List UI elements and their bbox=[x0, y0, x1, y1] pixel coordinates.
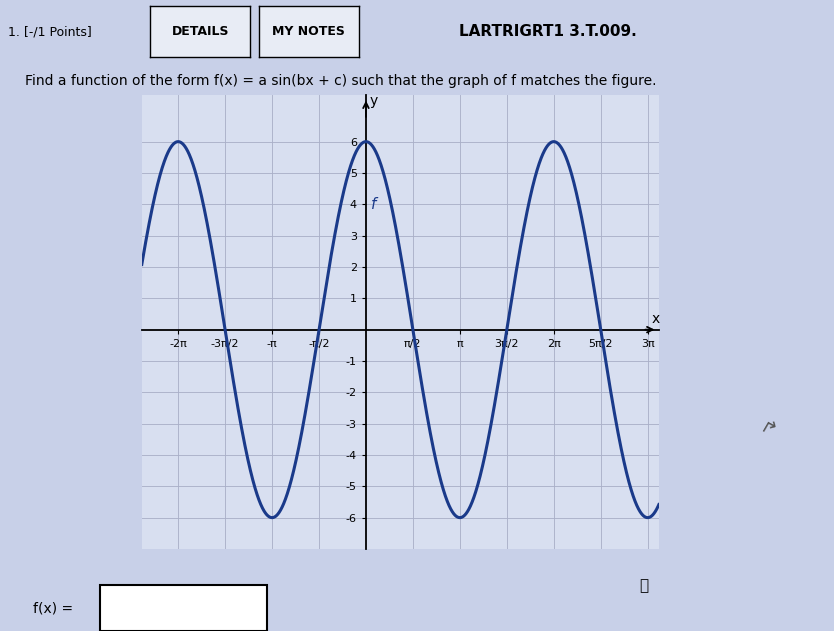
Text: x: x bbox=[651, 312, 660, 326]
Text: ⓘ: ⓘ bbox=[639, 578, 648, 593]
FancyBboxPatch shape bbox=[100, 585, 267, 631]
Text: f: f bbox=[371, 197, 377, 212]
Text: f(x) =: f(x) = bbox=[33, 601, 73, 615]
Text: 1. [-/1 Points]: 1. [-/1 Points] bbox=[8, 25, 92, 38]
Text: DETAILS: DETAILS bbox=[172, 25, 229, 38]
Text: Find a function of the form f(x) = a sin(bx + c) such that the graph of f matche: Find a function of the form f(x) = a sin… bbox=[25, 74, 656, 88]
Text: MY NOTES: MY NOTES bbox=[272, 25, 345, 38]
Text: LARTRIGRT1 3.T.009.: LARTRIGRT1 3.T.009. bbox=[459, 24, 636, 39]
Text: ↱: ↱ bbox=[756, 418, 779, 442]
Text: y: y bbox=[369, 94, 378, 108]
